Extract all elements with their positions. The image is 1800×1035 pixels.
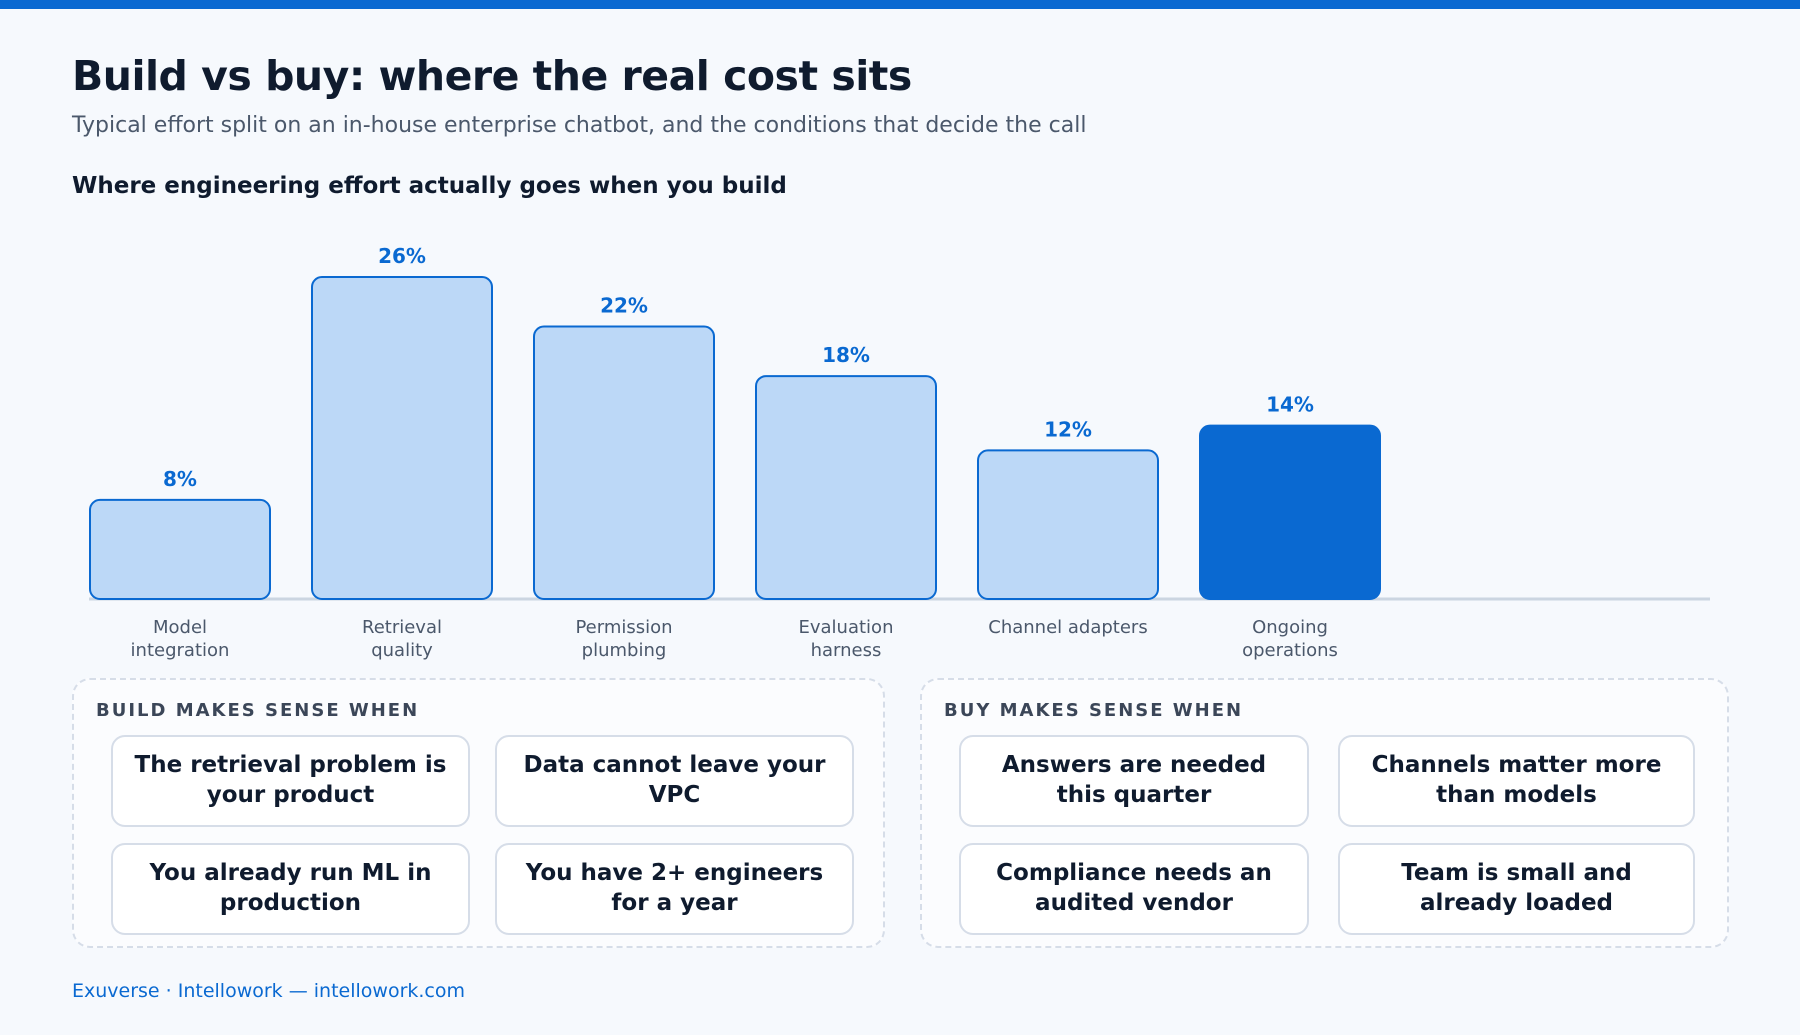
build-panel: BUILD MAKES SENSE WHEN The retrieval pro… — [72, 678, 885, 948]
build-card: You have 2+ engineers for a year — [495, 843, 854, 935]
category-label: Retrieval quality — [362, 617, 442, 661]
buy-card: Channels matter more than models — [1338, 735, 1695, 827]
page-title: Build vs buy: where the real cost sits — [72, 52, 912, 100]
bar-3 — [755, 375, 937, 601]
bar-5 — [1199, 424, 1381, 600]
effort-bar-chart: 8% Model integration 26% Retrieval quality 22%… — [89, 244, 1710, 661]
bar-value-label: 18% — [822, 343, 870, 367]
category-label: Channel adapters — [988, 617, 1147, 638]
page-subtitle: Typical effort split on an in-house ente… — [72, 113, 1087, 138]
build-panel-title: BUILD MAKES SENSE WHEN — [96, 700, 420, 721]
bar-1 — [311, 276, 493, 600]
buy-card: Compliance needs an audited vendor — [959, 843, 1309, 935]
bar-4 — [977, 449, 1159, 600]
build-card: Data cannot leave your VPC — [495, 735, 854, 827]
bar-value-label: 26% — [378, 244, 426, 268]
top-accent-bar — [0, 0, 1800, 9]
bar-value-label: 8% — [163, 467, 197, 491]
bar-0 — [89, 498, 271, 600]
buy-panel: BUY MAKES SENSE WHEN Answers are needed … — [920, 678, 1729, 948]
buy-panel-title: BUY MAKES SENSE WHEN — [944, 700, 1244, 721]
build-card: You already run ML in production — [111, 843, 470, 935]
bar-value-label: 14% — [1266, 393, 1314, 417]
bar-value-label: 22% — [600, 294, 648, 318]
buy-card: Answers are needed this quarter — [959, 735, 1309, 827]
chart-title: Where engineering effort actually goes w… — [72, 173, 787, 199]
build-card: The retrieval problem is your product — [111, 735, 470, 827]
buy-card: Team is small and already loaded — [1338, 843, 1695, 935]
category-label: Ongoing operations — [1242, 617, 1338, 661]
footer-credit: Exuverse · Intellowork — intellowork.com — [72, 980, 466, 1002]
category-label: Model integration — [131, 617, 230, 661]
bar-value-label: 12% — [1044, 417, 1092, 441]
bar-2 — [533, 325, 715, 600]
category-label: Evaluation harness — [799, 617, 894, 661]
category-label: Permission plumbing — [575, 617, 672, 661]
